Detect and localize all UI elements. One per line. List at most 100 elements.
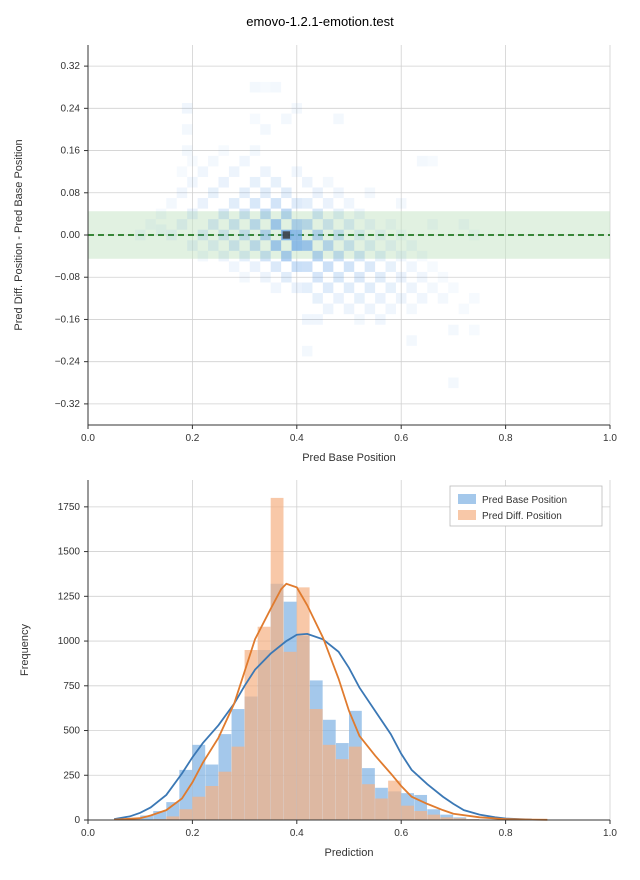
density-cell bbox=[156, 224, 166, 235]
density-cell bbox=[281, 209, 291, 220]
density-cell bbox=[312, 314, 322, 325]
hist-bar bbox=[414, 811, 427, 820]
density-cell bbox=[302, 283, 312, 294]
density-cell bbox=[250, 177, 260, 188]
density-cell bbox=[271, 82, 281, 93]
density-cell bbox=[260, 124, 270, 135]
density-cell bbox=[344, 283, 354, 294]
density-cell bbox=[365, 219, 375, 230]
hist-bar bbox=[349, 747, 362, 820]
density-cell bbox=[323, 304, 333, 315]
density-cell bbox=[323, 240, 333, 251]
ytick-label: −0.32 bbox=[55, 399, 81, 410]
xtick-label: 0.0 bbox=[81, 433, 95, 444]
hist-bar bbox=[375, 799, 388, 820]
hist-bar bbox=[401, 806, 414, 820]
density-cell bbox=[135, 230, 145, 241]
density-cell bbox=[333, 251, 343, 262]
density-cell bbox=[271, 283, 281, 294]
density-cell bbox=[375, 251, 385, 262]
density-cell bbox=[302, 219, 312, 230]
density-cell bbox=[156, 209, 166, 220]
density-cell bbox=[219, 209, 229, 220]
density-cell bbox=[333, 272, 343, 283]
density-cell bbox=[448, 283, 458, 294]
density-cell bbox=[302, 240, 312, 251]
density-cell bbox=[344, 304, 354, 315]
density-cell bbox=[187, 177, 197, 188]
hist-bar bbox=[388, 781, 401, 820]
hist-bar bbox=[362, 784, 375, 820]
xtick-label: 0.6 bbox=[394, 433, 408, 444]
ytick-label: 1500 bbox=[58, 547, 81, 558]
ytick-label: −0.16 bbox=[55, 314, 81, 325]
density-cell bbox=[375, 230, 385, 241]
hist-bar bbox=[310, 709, 323, 820]
xtick-label: 0.6 bbox=[394, 828, 408, 839]
density-cell bbox=[469, 230, 479, 241]
density-cell bbox=[260, 188, 270, 199]
ytick-label: 1750 bbox=[58, 502, 81, 513]
density-cell bbox=[260, 209, 270, 220]
ytick-label: 250 bbox=[63, 770, 80, 781]
density-cell bbox=[344, 240, 354, 251]
histogram-panel: 0.00.20.40.60.81.00250500750100012501500… bbox=[19, 480, 617, 859]
density-cell bbox=[250, 145, 260, 156]
density-cell bbox=[406, 283, 416, 294]
density-cell bbox=[208, 156, 218, 167]
density-cell bbox=[302, 314, 312, 325]
xtick-label: 0.4 bbox=[290, 433, 304, 444]
density-cell bbox=[396, 293, 406, 304]
density-cell bbox=[239, 209, 249, 220]
ytick-label: 0.24 bbox=[61, 103, 81, 114]
density-cell bbox=[333, 230, 343, 241]
density-cell bbox=[219, 230, 229, 241]
density-cell bbox=[386, 219, 396, 230]
ytick-label: 750 bbox=[63, 681, 80, 692]
density-cell bbox=[469, 293, 479, 304]
ytick-label: 0.00 bbox=[61, 230, 81, 241]
density-cell bbox=[396, 198, 406, 209]
density-cell bbox=[438, 293, 448, 304]
density-cell bbox=[292, 261, 302, 272]
density-cell bbox=[250, 219, 260, 230]
density-cell bbox=[182, 124, 192, 135]
center-marker bbox=[283, 231, 290, 238]
density-cell bbox=[312, 272, 322, 283]
density-cell bbox=[208, 219, 218, 230]
density-cell bbox=[229, 198, 239, 209]
density-cell bbox=[386, 304, 396, 315]
density-cell bbox=[406, 240, 416, 251]
xtick-label: 0.8 bbox=[499, 433, 513, 444]
density-cell bbox=[292, 283, 302, 294]
density-cell bbox=[281, 114, 291, 125]
hist-bar bbox=[179, 809, 192, 820]
density-cell bbox=[448, 325, 458, 336]
density-cell bbox=[365, 283, 375, 294]
density-cell bbox=[219, 177, 229, 188]
density-cell bbox=[271, 240, 281, 251]
density-cell bbox=[427, 283, 437, 294]
density-cell bbox=[145, 219, 155, 230]
density-cell bbox=[417, 293, 427, 304]
density-cell bbox=[365, 240, 375, 251]
figure-container: emovo-1.2.1-emotion.test0.00.20.40.60.81… bbox=[0, 0, 640, 880]
density-cell bbox=[239, 251, 249, 262]
hist-bar bbox=[284, 652, 297, 820]
density-cell bbox=[323, 219, 333, 230]
density-cell bbox=[271, 198, 281, 209]
density-cell bbox=[333, 293, 343, 304]
density-cell bbox=[344, 219, 354, 230]
legend-label: Pred Diff. Position bbox=[482, 511, 562, 522]
legend-label: Pred Base Position bbox=[482, 495, 567, 506]
ytick-label: 500 bbox=[63, 726, 80, 737]
density-cell bbox=[427, 261, 437, 272]
ytick-label: −0.24 bbox=[55, 357, 81, 368]
density-cell bbox=[448, 378, 458, 389]
density-cell bbox=[302, 198, 312, 209]
xtick-label: 0.4 bbox=[290, 828, 304, 839]
density-cell bbox=[271, 261, 281, 272]
density-cell bbox=[208, 188, 218, 199]
density-cell bbox=[333, 114, 343, 125]
density-cell bbox=[375, 293, 385, 304]
